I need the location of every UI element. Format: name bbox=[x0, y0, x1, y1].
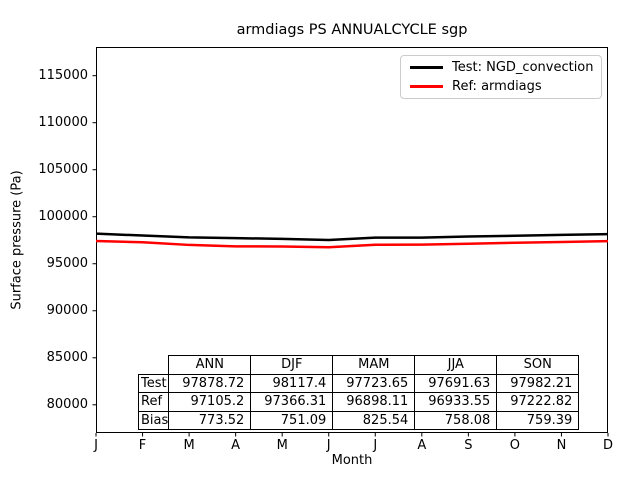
table-row: Ref 97105.2 97366.31 96898.11 96933.55 97222.… bbox=[137, 392, 580, 412]
legend-item-test: Test: NGD_convection bbox=[410, 60, 601, 75]
y-tick-label: 80000 bbox=[46, 396, 88, 412]
table-row-label: Ref bbox=[137, 392, 170, 412]
y-tick-label: 90000 bbox=[46, 302, 88, 318]
table-value-cell: 97105.2 bbox=[168, 392, 252, 412]
x-tick-label: J bbox=[94, 438, 98, 453]
legend-label-ref: Ref: armdiags bbox=[452, 79, 542, 94]
x-tick-label: J bbox=[373, 438, 378, 453]
table-value-cell: 97366.31 bbox=[250, 392, 334, 412]
y-axis-label: Surface pressure (Pa) bbox=[9, 170, 25, 310]
legend-item-ref: Ref: armdiags bbox=[410, 79, 601, 94]
x-tick-label: O bbox=[509, 438, 521, 453]
x-axis-label: Month bbox=[331, 453, 373, 468]
table-spacer-cell bbox=[139, 356, 169, 375]
y-tick-label: 115000 bbox=[38, 67, 88, 83]
table-col-header: JJA bbox=[414, 355, 498, 375]
x-tick-label: F bbox=[138, 438, 147, 453]
x-tick-label: D bbox=[602, 438, 613, 453]
y-tick-label: 85000 bbox=[46, 349, 88, 365]
test-line-swatch bbox=[410, 66, 443, 69]
table-col-header: ANN bbox=[168, 355, 252, 375]
table-value-cell: 825.54 bbox=[332, 410, 416, 430]
table-value-cell: 97982.21 bbox=[496, 373, 580, 393]
x-tick-label: A bbox=[231, 438, 241, 453]
ref-line bbox=[95, 239, 609, 249]
table-value-cell: 97691.63 bbox=[414, 373, 498, 393]
table-row: Bias 773.52 751.09 825.54 758.08 759.39 bbox=[137, 410, 580, 430]
table-col-header: DJF bbox=[250, 355, 334, 375]
table-value-cell: 751.09 bbox=[250, 410, 334, 430]
y-tick-label: 105000 bbox=[38, 161, 88, 177]
table-value-cell: 97723.65 bbox=[332, 373, 416, 393]
table-value-cell: 97222.82 bbox=[496, 392, 580, 412]
legend-label-test: Test: NGD_convection bbox=[452, 60, 594, 75]
table-value-cell: 759.39 bbox=[496, 410, 580, 430]
y-tick-label: 95000 bbox=[46, 255, 88, 271]
table-row-label: Bias bbox=[137, 410, 170, 430]
ref-line-swatch bbox=[410, 85, 443, 88]
table-header-row: ANN DJF MAM JJA SON bbox=[139, 355, 580, 375]
table-value-cell: 98117.4 bbox=[250, 373, 334, 393]
x-tick-label: M bbox=[183, 438, 195, 453]
table-value-cell: 773.52 bbox=[168, 410, 252, 430]
table-value-cell: 96898.11 bbox=[332, 392, 416, 412]
x-tick-label: A bbox=[417, 438, 427, 453]
table-value-cell: 96933.55 bbox=[414, 392, 498, 412]
x-tick-label: S bbox=[464, 438, 473, 453]
table-col-header: MAM bbox=[332, 355, 416, 375]
table-value-cell: 758.08 bbox=[414, 410, 498, 430]
table-col-header: SON bbox=[496, 355, 580, 375]
y-tick-label: 100000 bbox=[38, 208, 88, 224]
test-line bbox=[95, 232, 609, 242]
x-tick-label: J bbox=[326, 438, 331, 453]
table-value-cell: 97878.72 bbox=[168, 373, 252, 393]
x-tick-label: M bbox=[276, 438, 288, 453]
stats-table: ANN DJF MAM JJA SON Test 97878.72 98117.4 97723.… bbox=[137, 355, 580, 430]
chart-title: armdiags PS ANNUALCYCLE sgp bbox=[236, 22, 468, 38]
legend: Test: NGD_convection Ref: armdiags bbox=[400, 55, 602, 99]
x-tick-label: N bbox=[556, 438, 567, 453]
y-tick-label: 110000 bbox=[38, 114, 88, 130]
table-row-label: Test bbox=[137, 373, 170, 393]
table-row: Test 97878.72 98117.4 97723.65 97691.63 97982… bbox=[137, 373, 580, 393]
